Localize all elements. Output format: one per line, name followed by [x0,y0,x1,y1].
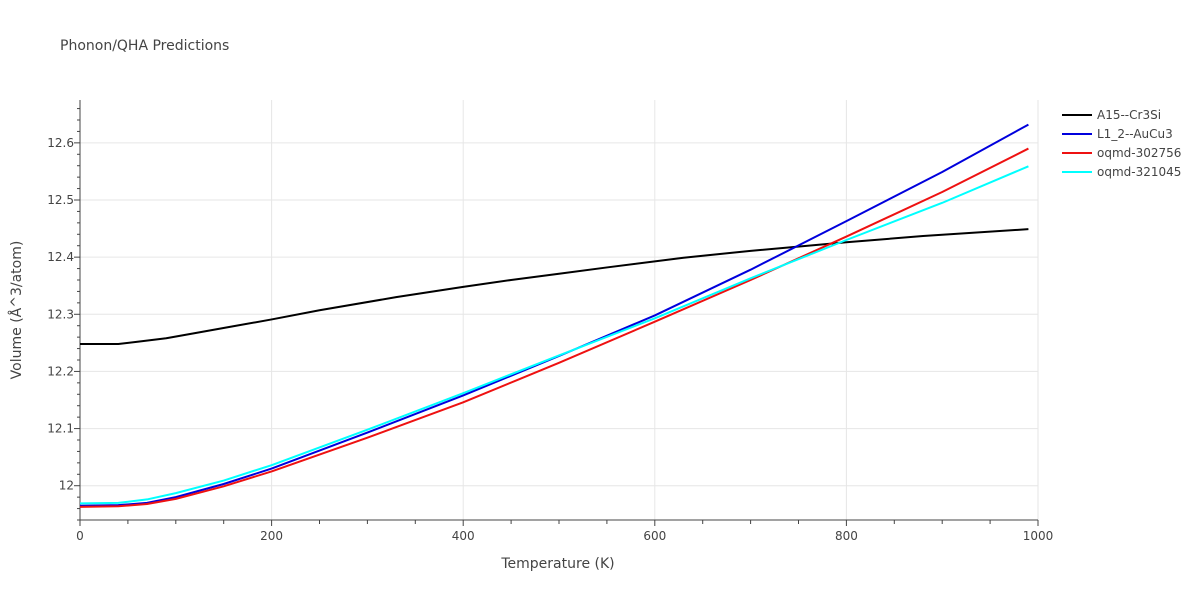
series-line-A15--Cr3Si [80,228,1029,345]
series-line-L1_2--AuCu3 [79,123,1029,507]
x-tick-label: 800 [835,529,858,543]
x-tick-label: 400 [452,529,475,543]
y-axis-title: Volume (Å^3/atom) [8,241,25,380]
chart-title: Phonon/QHA Predictions [60,38,229,54]
grid [80,100,1039,520]
y-tick-label: 12.3 [47,307,74,321]
x-tick-label: 0 [76,529,84,543]
x-axis-title: Temperature (K) [500,556,614,572]
legend-item[interactable]: L1_2--AuCu3 [1062,127,1173,141]
y-tick-label: 12 [59,479,74,493]
y-tick-label: 12.1 [47,422,74,436]
x-tick-label: 200 [260,529,283,543]
legend-item[interactable]: oqmd-302756 [1062,146,1181,160]
y-tick-label: 12.5 [47,193,74,207]
x-tick-label: 600 [643,529,666,543]
axes: 0 200 400 600 800 1000 12 12.1 12.2 12.3 12.4 12.5 1… [47,100,1053,543]
y-tick-label: 12.4 [47,250,74,264]
series-line-oqmd-302756 [79,147,1029,508]
y-tick-label: 12.6 [47,136,74,150]
series-line-oqmd-321045 [79,165,1029,505]
legend-item[interactable]: A15--Cr3Si [1062,108,1161,122]
x-tick-label: 1000 [1023,529,1054,543]
legend-label: oqmd-302756 [1097,146,1181,160]
legend-item[interactable]: oqmd-321045 [1062,165,1181,179]
legend-label: A15--Cr3Si [1097,108,1161,122]
legend-label: oqmd-321045 [1097,165,1181,179]
series-layer [79,123,1029,508]
legend[interactable]: A15--Cr3Si L1_2--AuCu3 oqmd-302756 oqmd-321… [1062,108,1181,179]
legend-label: L1_2--AuCu3 [1097,127,1173,141]
y-tick-label: 12.2 [47,364,74,378]
